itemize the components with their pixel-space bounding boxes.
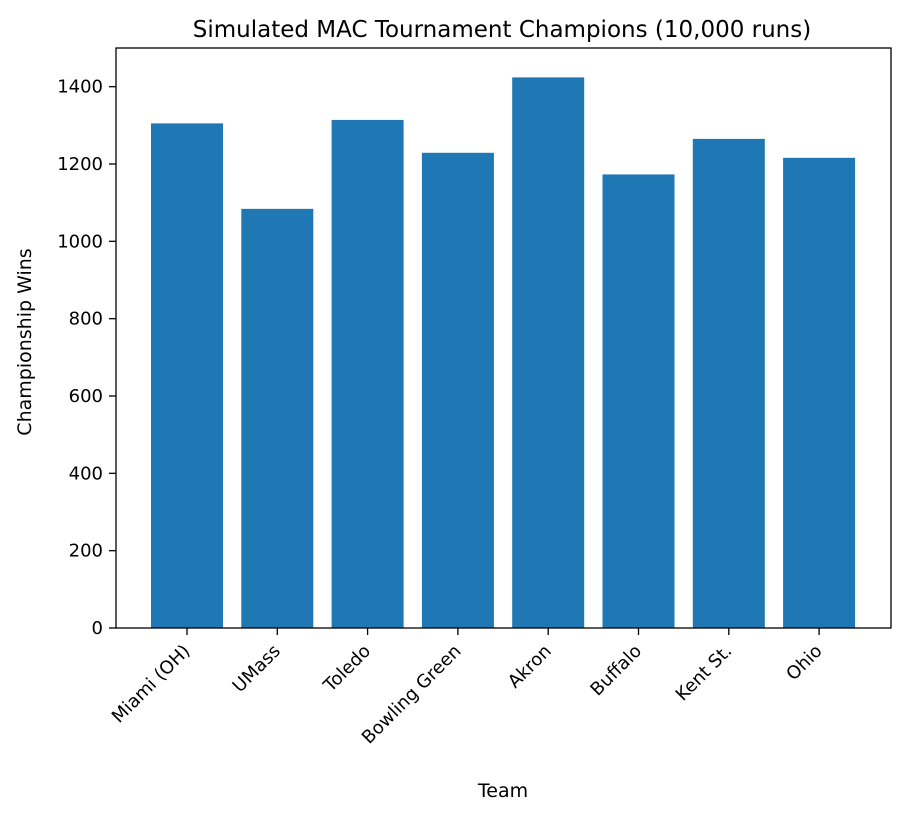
y-tick-label: 1000 (57, 231, 103, 252)
y-tick-label: 1200 (57, 154, 103, 175)
x-tick-label: Bowling Green (358, 641, 466, 749)
bar-umass (241, 208, 314, 628)
bar-toledo (331, 119, 404, 629)
x-axis-label: Team (477, 780, 528, 802)
x-tick-label: Miami (OH) (108, 641, 195, 728)
x-tick-label: UMass (229, 641, 285, 697)
x-tick-label: Kent St. (672, 641, 737, 706)
bar-buffalo (602, 174, 675, 628)
y-tick-label: 1400 (57, 77, 103, 98)
plot-frame (115, 47, 892, 629)
y-tick-label: 800 (69, 309, 103, 330)
chart-title: Simulated MAC Tournament Champions (10,0… (193, 17, 811, 43)
x-tick-label: Buffalo (586, 641, 646, 701)
y-tick-label: 600 (69, 386, 103, 407)
bar-kent-st (692, 138, 765, 628)
x-tick-label: Ohio (782, 641, 826, 685)
y-axis: 0 200 400 600 800 1000 1200 1400 (57, 77, 116, 639)
y-axis-label: Championship Wins (14, 248, 36, 435)
x-tick-label: Toledo (319, 641, 375, 697)
y-tick-label: 0 (92, 618, 103, 639)
y-tick-label: 400 (69, 463, 103, 484)
bar-bowling-green (421, 152, 494, 628)
bars-group (151, 77, 856, 629)
bar-ohio (783, 157, 856, 628)
bar-akron (512, 77, 585, 629)
x-tick-label: Akron (504, 641, 556, 693)
bar-miami-oh (151, 123, 223, 629)
y-tick-label: 200 (69, 541, 103, 562)
